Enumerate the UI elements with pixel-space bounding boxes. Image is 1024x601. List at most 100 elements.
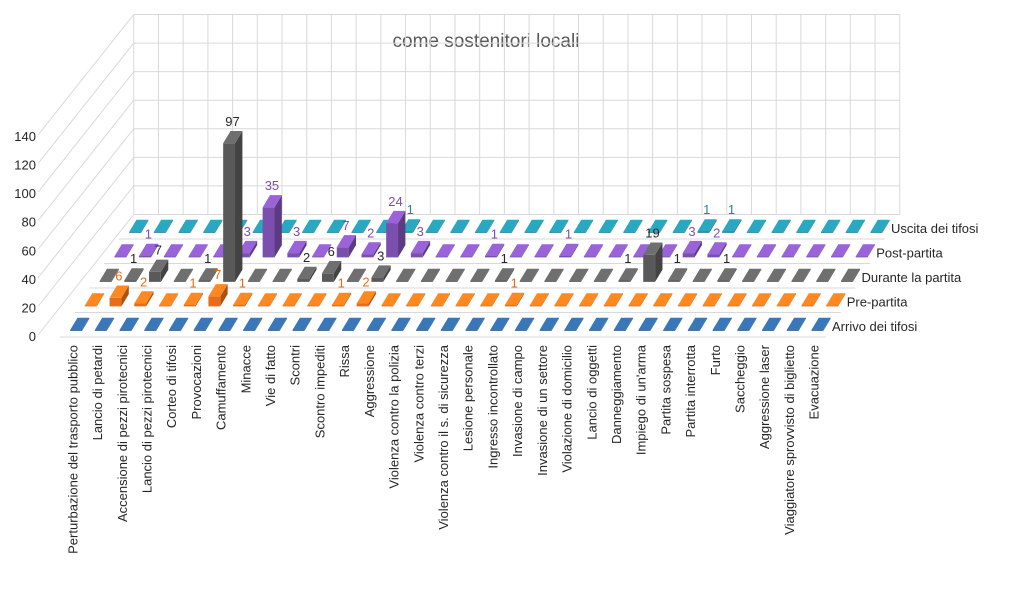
bar-front bbox=[183, 304, 196, 307]
y-tick-label: 40 bbox=[22, 272, 36, 287]
bar-top bbox=[776, 293, 796, 306]
bar-top bbox=[648, 219, 668, 233]
bar-side bbox=[215, 219, 223, 233]
bar-2-17 bbox=[519, 268, 539, 282]
bar-top bbox=[149, 259, 169, 272]
bar-top bbox=[766, 268, 787, 282]
x-tick-label: Violenza contro la polizia bbox=[387, 344, 402, 488]
x-tick-label: Invasione di campo bbox=[510, 345, 525, 457]
bar-front bbox=[682, 253, 695, 258]
bar-top bbox=[470, 268, 490, 282]
bar-front bbox=[356, 303, 369, 307]
bar-side bbox=[165, 219, 174, 233]
bar-1-17 bbox=[504, 292, 525, 307]
bar-top bbox=[524, 219, 544, 233]
bar-top bbox=[435, 244, 455, 257]
bar-top bbox=[613, 317, 633, 331]
bar-side bbox=[442, 293, 451, 307]
bar-side bbox=[210, 268, 218, 282]
bar-side bbox=[576, 317, 584, 331]
bar-3-2 bbox=[163, 244, 184, 258]
bar-top bbox=[292, 317, 312, 331]
bar-3-25 bbox=[732, 244, 752, 258]
bar-side bbox=[679, 268, 688, 282]
bar-front bbox=[109, 297, 122, 307]
bar-top bbox=[153, 219, 174, 233]
bar-4-2 bbox=[178, 219, 198, 233]
bar-1-1 bbox=[109, 285, 129, 307]
bar-top bbox=[603, 293, 624, 306]
bar-front bbox=[870, 232, 883, 233]
bar-top bbox=[628, 293, 648, 306]
bar-front bbox=[406, 305, 418, 307]
x-tick-label: Accensione di pezzi pirotecnici bbox=[115, 345, 130, 522]
bar-1-24 bbox=[677, 293, 698, 307]
bar-top bbox=[346, 268, 366, 282]
bar-front bbox=[450, 232, 463, 233]
bar-side bbox=[452, 317, 460, 331]
x-tick-label: Lancio di pezzi pirotecnici bbox=[139, 345, 154, 493]
bar-side bbox=[348, 235, 356, 258]
bar-3-16 bbox=[509, 244, 529, 258]
bar-0-7 bbox=[243, 317, 263, 331]
bar-0-23 bbox=[638, 317, 658, 331]
bar-side bbox=[146, 291, 154, 307]
bar-front bbox=[845, 232, 858, 233]
bar-top bbox=[475, 219, 495, 233]
bar-top bbox=[608, 244, 628, 257]
bar-4-14 bbox=[475, 219, 495, 233]
bar-2-1 bbox=[124, 268, 144, 282]
bar-side bbox=[195, 292, 203, 307]
bar-side bbox=[383, 265, 391, 282]
bar-top bbox=[134, 291, 154, 304]
bar-2-19 bbox=[569, 268, 589, 282]
bar-0-28 bbox=[761, 317, 782, 331]
bar-0-20 bbox=[564, 317, 584, 331]
bar-top bbox=[430, 293, 451, 306]
bar-top bbox=[455, 293, 475, 306]
bar-front bbox=[702, 305, 715, 307]
bar-front bbox=[737, 330, 750, 331]
bar-3-7 bbox=[287, 240, 307, 258]
bar-4-22 bbox=[672, 219, 692, 233]
bar-front bbox=[267, 330, 280, 331]
bar-side bbox=[338, 219, 347, 233]
bar-side bbox=[561, 219, 569, 233]
bar-side bbox=[279, 317, 288, 331]
bar-top bbox=[267, 317, 288, 331]
bar-front bbox=[559, 255, 571, 258]
bar-side bbox=[126, 244, 134, 258]
bar-4-18 bbox=[573, 219, 594, 233]
bar-front bbox=[425, 232, 438, 233]
bar-2-4 bbox=[198, 268, 218, 282]
data-label: 1 bbox=[491, 227, 498, 242]
bar-front bbox=[786, 330, 799, 331]
gridline-side bbox=[37, 99, 135, 222]
bar-front bbox=[514, 330, 527, 331]
data-label: 1 bbox=[565, 227, 572, 242]
bar-top bbox=[416, 317, 436, 331]
bar-top bbox=[445, 268, 465, 282]
bar-top bbox=[801, 293, 821, 306]
bar-side bbox=[403, 317, 411, 331]
bar-top bbox=[124, 268, 144, 281]
bar-side bbox=[190, 219, 198, 233]
data-label: 1 bbox=[189, 276, 196, 291]
y-tick-label: 60 bbox=[22, 243, 36, 258]
bar-front bbox=[855, 256, 868, 258]
x-tick-label: Lesione personale bbox=[461, 345, 476, 451]
bar-top bbox=[163, 244, 184, 257]
bar-top bbox=[573, 219, 594, 233]
bar-3-29 bbox=[830, 244, 851, 258]
bar-0-14 bbox=[416, 317, 436, 331]
bar-1-27 bbox=[752, 293, 772, 307]
bar-front bbox=[129, 232, 141, 233]
bar-side bbox=[675, 317, 683, 331]
bar-top bbox=[386, 210, 406, 224]
bar-top bbox=[400, 219, 421, 232]
data-label: 3 bbox=[417, 224, 424, 239]
bar-front bbox=[801, 305, 814, 307]
data-label: 1 bbox=[145, 227, 152, 242]
bar-side bbox=[299, 240, 307, 258]
x-tick-label: Viaggiatore sprovvisto di biglietto bbox=[782, 345, 797, 535]
